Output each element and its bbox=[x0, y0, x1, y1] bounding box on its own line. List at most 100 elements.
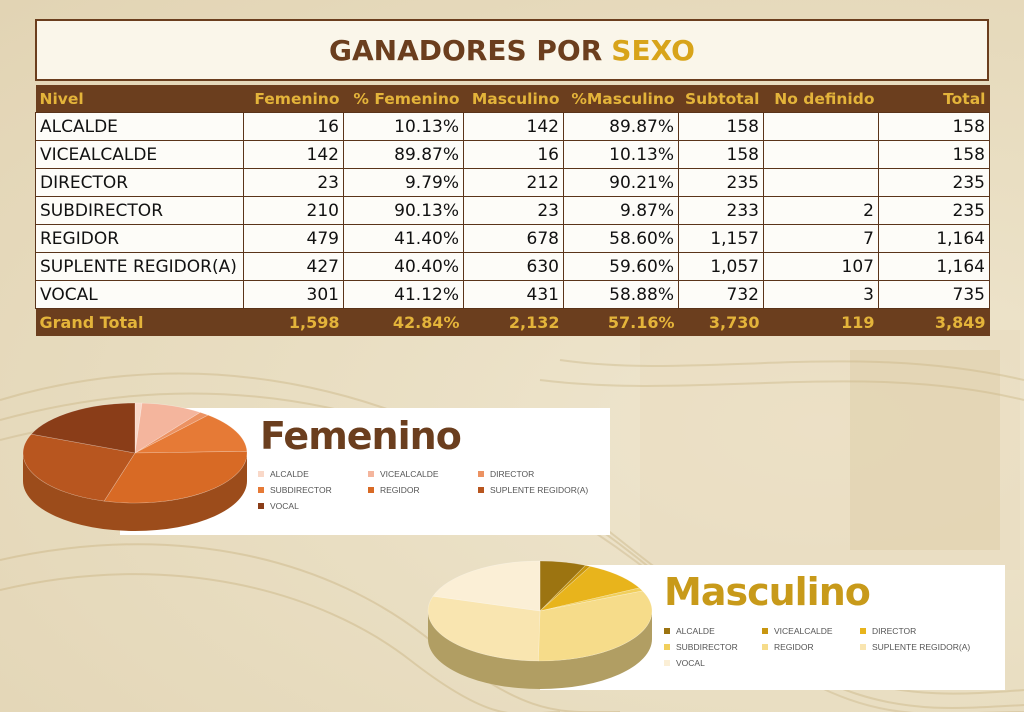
table-cell: 1,057 bbox=[678, 252, 764, 281]
column-header: Total bbox=[878, 85, 990, 113]
legend-item: DIRECTOR bbox=[478, 469, 598, 479]
masculino-chart-title: Masculino bbox=[664, 570, 871, 614]
masculino-legend: ALCALDE VICEALCALDE DIRECTOR SUBDIRECTOR… bbox=[664, 626, 1000, 668]
table-cell: 427 bbox=[243, 252, 344, 281]
pie-slice-alcalde bbox=[134, 402, 143, 454]
table-cell: 41.40% bbox=[343, 224, 464, 253]
table-cell: 23 bbox=[243, 168, 344, 197]
table-cell: 158 bbox=[878, 112, 990, 141]
table-cell: 735 bbox=[878, 280, 990, 309]
legend-label: SUBDIRECTOR bbox=[270, 485, 332, 495]
pie-slice-vocal bbox=[432, 560, 541, 612]
table-cell: 16 bbox=[463, 140, 564, 169]
legend-swatch bbox=[368, 487, 374, 493]
table-cell: 235 bbox=[878, 196, 990, 225]
legend-label: DIRECTOR bbox=[872, 626, 917, 636]
table-cell: 40.40% bbox=[343, 252, 464, 281]
winners-table: Nivel Femenino % Femenino Masculino %Mas… bbox=[35, 85, 990, 336]
pie-slice-subdirector bbox=[134, 414, 248, 454]
legend-item: SUPLENTE REGIDOR(A) bbox=[860, 642, 1000, 652]
legend-item: SUBDIRECTOR bbox=[258, 485, 368, 495]
table-cell: 233 bbox=[678, 196, 764, 225]
table-cell: 1,164 bbox=[878, 224, 990, 253]
table-cell: VICEALCALDE bbox=[35, 140, 244, 169]
legend-item: VOCAL bbox=[258, 501, 368, 511]
legend-swatch bbox=[664, 660, 670, 666]
legend-swatch bbox=[368, 471, 374, 477]
legend-swatch bbox=[860, 644, 866, 650]
legend-item: VICEALCALDE bbox=[368, 469, 478, 479]
total-cell: 3,849 bbox=[878, 308, 990, 336]
pie-slice-vocal bbox=[30, 402, 136, 454]
table-cell: 142 bbox=[243, 140, 344, 169]
legend-swatch bbox=[258, 503, 264, 509]
table-cell: 158 bbox=[678, 140, 764, 169]
total-cell: 3,730 bbox=[678, 308, 764, 336]
table-cell: 59.60% bbox=[563, 252, 679, 281]
table-title: GANADORES POR SEXO bbox=[35, 19, 989, 81]
legend-swatch bbox=[860, 628, 866, 634]
table-cell: 90.21% bbox=[563, 168, 679, 197]
legend-label: VICEALCALDE bbox=[380, 469, 439, 479]
pie-slice-director bbox=[134, 412, 209, 454]
table-cell: 7 bbox=[763, 224, 879, 253]
table-cell: 212 bbox=[463, 168, 564, 197]
table-cell: 235 bbox=[678, 168, 764, 197]
total-cell: 119 bbox=[763, 308, 879, 336]
table-cell: 3 bbox=[763, 280, 879, 309]
column-header: % Femenino bbox=[343, 85, 464, 113]
table-row: REGIDOR 479 41.40% 678 58.60% 1,157 7 1,… bbox=[35, 224, 990, 253]
total-cell: 2,132 bbox=[463, 308, 564, 336]
table-row: SUPLENTE REGIDOR(A) 427 40.40% 630 59.60… bbox=[35, 252, 990, 281]
table-cell: ALCALDE bbox=[35, 112, 244, 141]
table-cell bbox=[763, 140, 879, 169]
legend-label: DIRECTOR bbox=[490, 469, 535, 479]
pie-slice-vicealcalde bbox=[134, 402, 201, 454]
legend-item: REGIDOR bbox=[368, 485, 478, 495]
table-cell: 9.87% bbox=[563, 196, 679, 225]
table-cell: REGIDOR bbox=[35, 224, 244, 253]
pie-side-wall bbox=[23, 453, 247, 531]
table-cell: SUPLENTE REGIDOR(A) bbox=[35, 252, 244, 281]
table-cell: 678 bbox=[463, 224, 564, 253]
legend-swatch bbox=[664, 644, 670, 650]
table-cell: 58.60% bbox=[563, 224, 679, 253]
table-header-row: Nivel Femenino % Femenino Masculino %Mas… bbox=[35, 85, 990, 113]
femenino-chart-title: Femenino bbox=[260, 414, 462, 458]
pie-slice-regidor bbox=[103, 451, 248, 504]
legend-swatch bbox=[478, 487, 484, 493]
pie-slice-director bbox=[539, 565, 640, 612]
table-row: SUBDIRECTOR 210 90.13% 23 9.87% 233 2 23… bbox=[35, 196, 990, 225]
table-cell bbox=[763, 112, 879, 141]
legend-item: SUBDIRECTOR bbox=[664, 642, 762, 652]
table-cell: 1,164 bbox=[878, 252, 990, 281]
total-cell: 57.16% bbox=[563, 308, 679, 336]
table-cell: 431 bbox=[463, 280, 564, 309]
table-cell: 210 bbox=[243, 196, 344, 225]
legend-label: REGIDOR bbox=[380, 485, 420, 495]
legend-label: ALCALDE bbox=[676, 626, 715, 636]
table-cell: 301 bbox=[243, 280, 344, 309]
table-row: VOCAL 301 41.12% 431 58.88% 732 3 735 bbox=[35, 280, 990, 309]
legend-label: SUPLENTE REGIDOR(A) bbox=[872, 642, 971, 652]
table-cell bbox=[763, 168, 879, 197]
pie-side-wall bbox=[428, 611, 652, 689]
column-header: No definido bbox=[763, 85, 879, 113]
column-header: Subtotal bbox=[678, 85, 764, 113]
column-header: %Masculino bbox=[563, 85, 679, 113]
table-cell: 142 bbox=[463, 112, 564, 141]
table-cell: 158 bbox=[678, 112, 764, 141]
table-row: VICEALCALDE 142 89.87% 16 10.13% 158 158 bbox=[35, 140, 990, 169]
legend-item: VICEALCALDE bbox=[762, 626, 860, 636]
column-header: Femenino bbox=[243, 85, 344, 113]
table-cell: VOCAL bbox=[35, 280, 244, 309]
legend-swatch bbox=[478, 471, 484, 477]
table-cell: 89.87% bbox=[563, 112, 679, 141]
table-cell: 10.13% bbox=[563, 140, 679, 169]
legend-swatch bbox=[762, 628, 768, 634]
pie-slice-vicealcalde bbox=[539, 564, 591, 612]
table-cell: 1,157 bbox=[678, 224, 764, 253]
title-main: GANADORES POR bbox=[329, 33, 603, 67]
table-cell: 479 bbox=[243, 224, 344, 253]
grand-total-row: Grand Total 1,598 42.84% 2,132 57.16% 3,… bbox=[35, 308, 990, 336]
